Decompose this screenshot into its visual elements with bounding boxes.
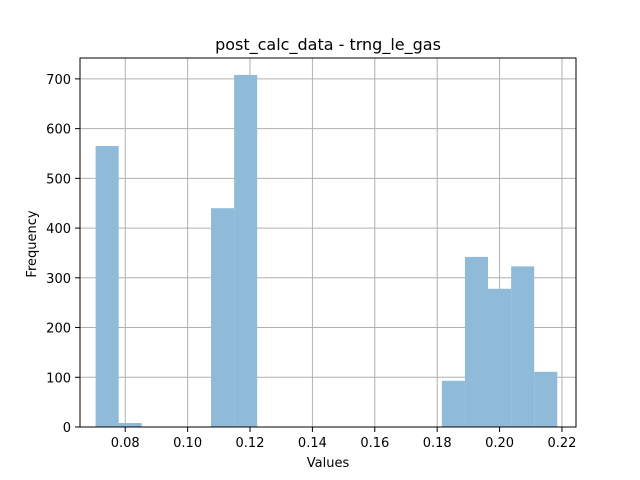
histogram-bar-0 (95, 146, 119, 428)
histogram-bar-4 (441, 380, 465, 427)
y-tick-label-2: 200 (46, 322, 71, 337)
x-tick-label-0: 0.08 (111, 436, 140, 451)
histogram-bar-7 (511, 266, 535, 427)
y-tick-label-1: 100 (46, 371, 71, 386)
y-tick-label-6: 600 (46, 123, 71, 138)
histogram-bar-5 (464, 256, 489, 427)
x-axis-label: Values (307, 456, 350, 471)
y-tick-label-7: 700 (46, 73, 71, 88)
histogram-bar-2 (211, 208, 235, 427)
y-tick-label-4: 400 (46, 222, 71, 237)
y-axis-ticks: 0 100 200 300 400 500 600 700 (46, 73, 80, 436)
y-axis-label: Frequency (25, 210, 40, 277)
y-tick-label-5: 500 (46, 172, 71, 187)
y-tick-label-3: 300 (46, 272, 71, 287)
x-tick-label-7: 0.22 (547, 436, 576, 451)
histogram-bar-6 (488, 288, 512, 427)
x-tick-label-5: 0.18 (423, 436, 452, 451)
x-tick-label-6: 0.20 (485, 436, 514, 451)
grid-lines (80, 58, 576, 428)
x-tick-label-2: 0.12 (236, 436, 265, 451)
chart-title: post_calc_data - trng_le_gas (215, 35, 441, 55)
x-tick-label-3: 0.14 (298, 436, 327, 451)
y-tick-label-0: 0 (63, 421, 71, 436)
plot-frame (79, 57, 577, 428)
bars (95, 74, 558, 428)
x-tick-label-4: 0.16 (360, 436, 389, 451)
x-axis-ticks: 0.08 0.10 0.12 0.14 0.16 0.18 0.20 0.22 (111, 427, 576, 451)
histogram-bar-3 (234, 74, 258, 427)
histogram-bar-1 (118, 423, 142, 427)
x-tick-label-1: 0.10 (173, 436, 202, 451)
histogram-bar-8 (534, 371, 558, 427)
